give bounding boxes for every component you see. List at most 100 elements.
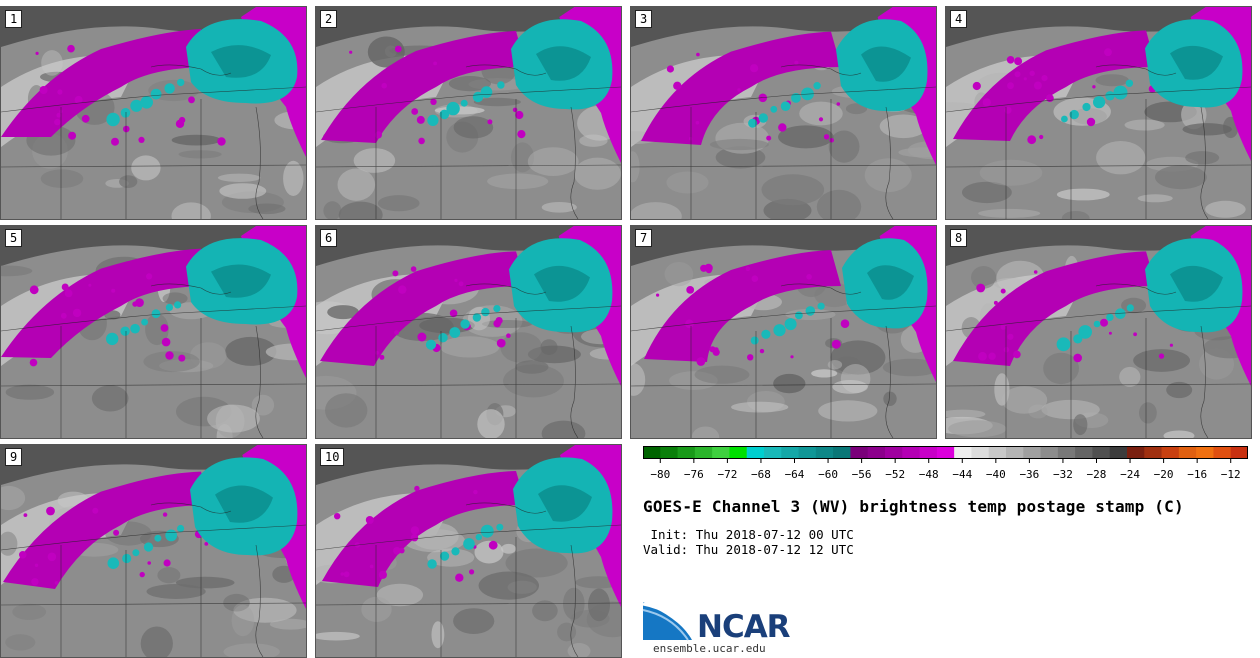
magenta-fleck [57,89,63,95]
magenta-fleck [410,526,420,535]
cyan-cell [451,547,460,556]
wv-texture-blob [178,150,222,159]
magenta-fleck [19,551,27,559]
colorbar-tick-label: −56 [852,468,872,481]
cyan-cell [122,553,132,564]
magenta-fleck [81,114,90,123]
lake-michigan-outline [570,325,579,438]
wv-texture-blob [946,409,986,419]
wv-texture-blob [448,76,491,92]
panel-number: 4 [950,10,968,28]
magenta-fleck [993,300,998,305]
magenta-fleck [111,288,116,293]
cyan-cell [1115,308,1126,319]
lake-michigan-outline [885,325,894,438]
magenta-fleck [506,333,511,338]
wv-texture-blob [811,369,838,378]
wv-texture-blob [91,385,129,412]
magenta-fleck [398,285,407,294]
dark-band [316,226,621,266]
colorbar-swatch [1127,446,1145,459]
magenta-fleck [1023,77,1027,81]
init-time-line: Init: Thu 2018-07-12 00 UTC [643,527,854,542]
colorbar-tick-label: −80 [650,468,670,481]
wv-texture-blob [1121,297,1147,314]
border-line [316,305,621,332]
wv-texture-blob [462,305,523,337]
colorbar-tick-label: −68 [751,468,771,481]
magenta-fleck [29,285,39,295]
colorbar-swatch [694,446,713,459]
cyan-cell [150,88,162,100]
lake-michigan-outline [570,106,579,219]
wv-texture-blob [631,202,682,219]
colorbar-swatch [971,446,990,459]
wv-texture-blob [631,363,646,396]
wv-texture-blob [541,202,577,213]
cyan-cell [1125,79,1134,88]
magenta-fleck [823,134,830,140]
wv-texture-blob [1096,141,1146,175]
lake-michigan-outline [255,325,264,438]
magenta-fleck [696,357,706,366]
cyan-cell [154,534,162,542]
wv-texture-blob [231,604,255,637]
cyan-cell [165,529,178,542]
magenta-fleck [394,45,402,53]
lake-superior-outline [780,64,862,76]
wv-texture-blob [12,603,47,620]
magenta-fleck [1003,346,1010,353]
magenta-fleck [831,339,841,349]
wv-texture-blob [217,173,261,182]
magenta-fleck [1006,56,1015,64]
wv-map [316,445,621,657]
postage-stamp-panel-10: 10 [315,444,622,658]
cyan-cell [480,86,493,98]
magenta-fleck [67,44,75,53]
magenta-fleck [515,110,524,120]
magenta-fleck [1007,82,1014,90]
colorbar-swatch [1196,446,1214,459]
dark-band [316,445,621,485]
wv-texture-blob [157,567,181,584]
cyan-cell [475,533,482,541]
magenta-fleck [1004,106,1012,114]
wv-map [1,445,306,657]
magenta-fleck [394,330,399,335]
cyan-cell [1056,337,1071,352]
cyan-cell [120,326,130,336]
colorbar-frame [643,446,1248,459]
magenta-fleck [972,81,981,91]
magenta-band [321,31,526,143]
colorbar-swatch [798,446,817,459]
political-boundaries [946,283,1251,438]
magenta-fleck [378,570,387,579]
magenta-fleck [778,123,787,132]
cyan-cell [1061,115,1068,123]
magenta-fleck [217,137,226,146]
wv-texture-blob [731,401,789,413]
political-boundaries [946,64,1251,219]
border-line [316,86,621,113]
lake-superior-outline [1095,64,1177,76]
state-line [1,602,306,606]
border-line [1,524,306,551]
wv-texture-blob [325,393,368,428]
wv-texture-blob [978,208,1041,218]
wv-texture-blob [505,548,568,578]
magenta-fleck [747,354,754,361]
colorbar-swatch [1178,446,1197,459]
border-line [316,524,621,551]
colorbar-tick-label: −28 [1087,468,1107,481]
state-line [946,164,1251,168]
cyan-cloud-inner [1170,265,1223,302]
colorbar-swatch [746,446,765,459]
wv-texture-blob [384,45,397,58]
magenta-fleck [818,117,824,122]
cyan-cell [1093,320,1101,328]
cyan-cell [107,557,120,569]
wv-texture-blob [664,262,694,287]
colorbar-swatch [781,446,799,459]
panel-number: 1 [5,10,23,28]
magenta-fleck [165,351,174,360]
